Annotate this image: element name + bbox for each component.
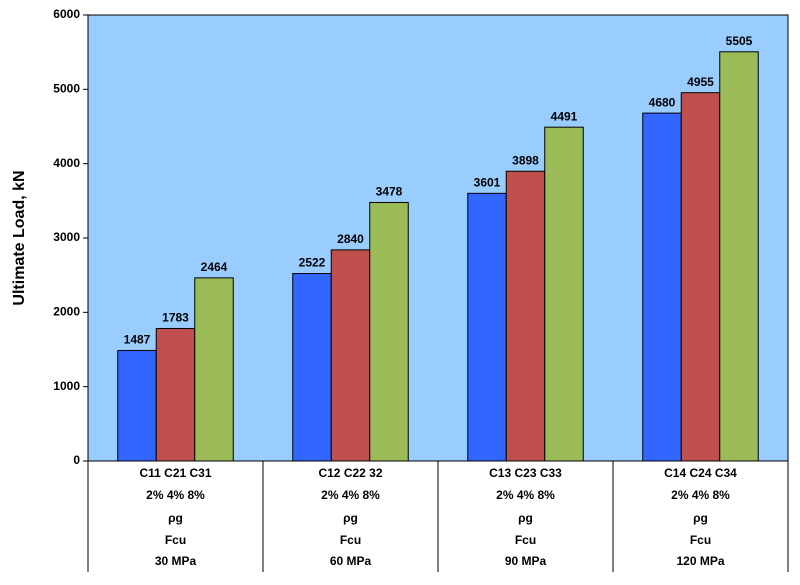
x-tick-label: ρg	[168, 511, 183, 525]
value-label: 4955	[687, 75, 714, 89]
bar	[467, 192, 507, 462]
x-tick-label: C14 C24 C34	[664, 466, 737, 480]
value-label: 5505	[726, 34, 753, 48]
bar	[642, 112, 682, 462]
x-tick-label: 120 MPa	[676, 554, 724, 568]
y-tick-label: 5000	[53, 82, 80, 96]
value-label: 1783	[162, 311, 189, 325]
x-tick-label: ρg	[518, 511, 533, 525]
x-tick-label: 30 MPa	[155, 554, 197, 568]
x-tick-label: ρg	[343, 511, 358, 525]
bar	[194, 277, 234, 462]
bar	[117, 349, 157, 462]
x-tick-label: 2% 4% 8%	[146, 488, 205, 502]
x-tick-label: 2% 4% 8%	[671, 488, 730, 502]
x-tick-label: C13 C23 C33	[489, 466, 562, 480]
x-tick-label: C12 C22 32	[318, 466, 382, 480]
value-label: 2840	[337, 232, 364, 246]
bar	[544, 126, 584, 462]
x-tick-label: 90 MPa	[505, 554, 547, 568]
value-label: 2522	[299, 256, 326, 270]
bar	[155, 327, 196, 462]
x-tick-label: Fcu	[690, 533, 711, 547]
y-tick-label: 0	[73, 453, 80, 467]
bar	[369, 201, 409, 462]
value-label: 4680	[649, 95, 676, 109]
x-tick-label: Fcu	[515, 533, 536, 547]
bar	[505, 170, 546, 462]
bar	[330, 249, 371, 462]
y-tick-label: 4000	[53, 156, 80, 170]
x-tick-label: 2% 4% 8%	[496, 488, 555, 502]
y-tick-label: 6000	[53, 7, 80, 21]
value-label: 4491	[551, 109, 578, 123]
y-tick-label: 2000	[53, 305, 80, 319]
bar	[719, 51, 759, 462]
value-label: 3478	[376, 185, 403, 199]
bar	[292, 273, 332, 462]
y-tick-label: 1000	[53, 379, 80, 393]
value-label: 1487	[124, 333, 151, 347]
value-label: 3898	[512, 153, 539, 167]
x-tick-label: 2% 4% 8%	[321, 488, 380, 502]
x-tick-label: Fcu	[165, 533, 186, 547]
x-tick-label: ρg	[693, 511, 708, 525]
y-tick-label: 3000	[53, 230, 80, 244]
value-label: 3601	[474, 175, 501, 189]
x-tick-label: Fcu	[340, 533, 361, 547]
bar	[680, 92, 721, 462]
value-label: 2464	[201, 260, 228, 274]
x-tick-label: C11 C21 C31	[139, 466, 211, 480]
y-axis-label: Ultimate Load, kN	[11, 170, 28, 305]
x-tick-label: 60 MPa	[330, 554, 372, 568]
